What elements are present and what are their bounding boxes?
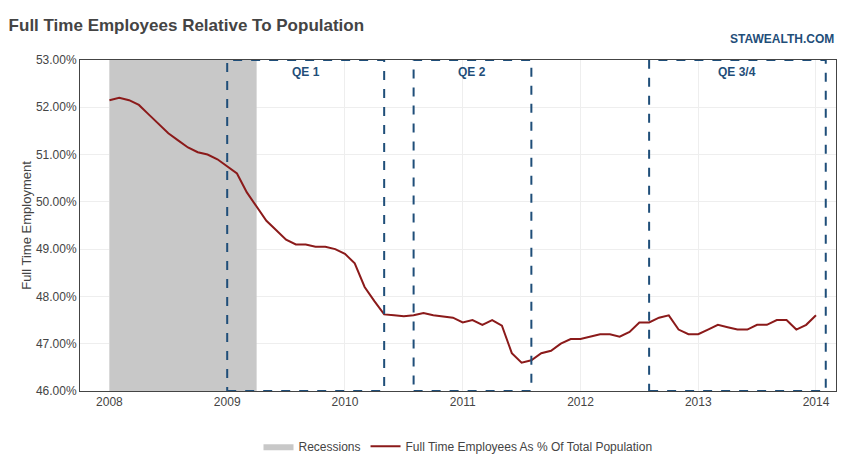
svg-text:50.00%: 50.00% xyxy=(36,195,77,209)
svg-text:2010: 2010 xyxy=(332,395,359,409)
svg-text:QE 3/4: QE 3/4 xyxy=(718,65,756,79)
svg-text:STAWEALTH.COM: STAWEALTH.COM xyxy=(730,32,834,46)
svg-text:52.00%: 52.00% xyxy=(36,100,77,114)
svg-text:Recessions: Recessions xyxy=(299,440,361,454)
svg-text:Full Time Employees As % Of To: Full Time Employees As % Of Total Popula… xyxy=(406,440,653,454)
svg-text:2012: 2012 xyxy=(567,395,594,409)
svg-text:47.00%: 47.00% xyxy=(36,337,77,351)
svg-text:46.00%: 46.00% xyxy=(36,384,77,398)
svg-text:2011: 2011 xyxy=(450,395,476,409)
svg-text:2013: 2013 xyxy=(685,395,712,409)
svg-text:49.00%: 49.00% xyxy=(36,242,77,256)
svg-text:48.00%: 48.00% xyxy=(36,290,77,304)
svg-text:2008: 2008 xyxy=(96,395,123,409)
svg-text:51.00%: 51.00% xyxy=(36,148,77,162)
svg-text:2014: 2014 xyxy=(803,395,830,409)
svg-text:53.00%: 53.00% xyxy=(36,53,77,67)
svg-text:Full Time Employees Relative T: Full Time Employees Relative To Populati… xyxy=(9,16,365,35)
svg-text:QE 1: QE 1 xyxy=(292,65,320,79)
svg-text:QE 2: QE 2 xyxy=(458,65,486,79)
svg-text:2009: 2009 xyxy=(214,395,241,409)
svg-text:Full Time Employment: Full Time Employment xyxy=(19,161,34,290)
